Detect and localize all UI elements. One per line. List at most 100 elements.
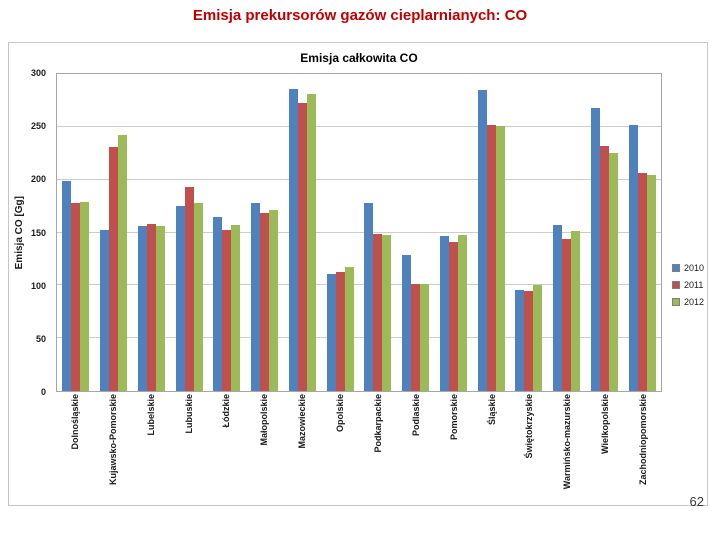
bar-2011 [260,213,270,391]
x-axis-label: Warmińsko-mazurskie [562,394,573,490]
bar-2011 [71,202,81,391]
legend-item-2011: 2011 [672,280,704,290]
y-tick-label: 100 [30,280,46,291]
x-label-column: Śląskie [473,394,511,504]
y-tick-label: 150 [30,227,46,238]
legend: 2010 2011 2012 [672,263,704,307]
bar-2010 [515,289,525,391]
legend-swatch-icon [672,264,680,272]
bar-2011 [184,187,194,391]
plot-area [56,73,662,392]
y-tick-label: 200 [30,174,46,185]
gridline [57,178,661,180]
x-label-column: Dolnośląskie [56,394,94,504]
x-axis-label: Opolskie [335,394,346,433]
bar-2012 [495,125,505,391]
bar-group [510,74,548,391]
x-label-column: Łódzkie [208,394,246,504]
bar-2012 [80,201,90,391]
bar-2012 [231,225,241,391]
x-axis-label: Podkarpackie [372,394,383,453]
gridline [57,337,661,339]
legend-label: 2010 [684,263,705,273]
bar-group [586,74,624,391]
gridline [57,231,661,233]
x-axis-label: Podlaskie [410,394,421,437]
x-axis-label: Zachodniopomorskie [638,394,649,486]
bar-group [321,74,359,391]
bar-2010 [288,88,298,391]
x-label-column: Opolskie [321,394,359,504]
bar-group [284,74,322,391]
legend-label: 2012 [684,297,705,307]
bar-2011 [486,124,496,391]
bar-group [623,74,661,391]
bar-group [133,74,171,391]
bar-groups [57,74,661,391]
x-axis-label: Świętokrzyskie [524,394,535,459]
bar-2010 [477,89,487,391]
bar-2011 [222,230,232,391]
x-label-column: Podlaskie [397,394,435,504]
x-label-column: Świętokrzyskie [511,394,549,504]
x-axis-label: Mazowieckie [297,394,308,449]
bar-2010 [62,180,72,391]
bar-2011 [448,242,458,391]
bar-2011 [146,224,156,391]
bar-group [57,74,95,391]
legend-item-2010: 2010 [672,263,704,273]
y-tick-label: 250 [30,121,46,132]
legend-item-2012: 2012 [672,297,704,307]
bar-2010 [628,124,638,391]
x-axis-label: Wielkopolskie [600,394,611,454]
y-axis-ticks: 0 50 100 150 200 250 300 [9,68,51,397]
bar-2011 [562,238,572,391]
x-axis-label: Dolnośląskie [69,394,80,450]
page-title: Emisja prekursorów gazów cieplarnianych:… [192,7,528,24]
bar-2010 [213,216,223,391]
bar-2012 [533,285,543,391]
bar-group [208,74,246,391]
x-label-column: Wielkopolskie [586,394,624,504]
bar-2011 [373,233,383,391]
bar-2012 [571,231,581,391]
legend-swatch-icon [672,298,680,306]
bar-2012 [118,135,128,391]
chart-container: Emisja całkowita CO Emisja CO [Gg] 0 50 10… [8,42,708,506]
bar-2010 [251,202,261,391]
bar-2012 [155,226,165,391]
bar-group [548,74,586,391]
bar-2012 [457,234,467,391]
x-label-column: Małopolskie [245,394,283,504]
x-label-column: Lubuskie [170,394,208,504]
bar-2010 [553,225,563,391]
bar-2012 [420,284,430,391]
page-number: 62 [689,494,704,509]
bar-2011 [109,146,119,391]
bar-2010 [364,202,374,391]
bar-2011 [411,284,421,391]
y-tick-label: 0 [40,387,46,397]
chart-title: Emisja całkowita CO [300,51,418,65]
y-tick-label: 50 [35,333,46,344]
bar-group [472,74,510,391]
bar-group [397,74,435,391]
x-label-column: Warmińsko-mazurskie [548,394,586,504]
bar-group [246,74,284,391]
bar-2010 [402,254,412,391]
x-axis-label: Łódzkie [221,394,232,428]
bar-2012 [269,210,279,391]
x-label-column: Podkarpackie [359,394,397,504]
x-axis-labels: Dolnośląskie Kujawsko-Pomorskie Lubelskie L… [56,394,662,504]
bar-group [359,74,397,391]
bar-2010 [175,206,185,391]
bar-2012 [344,267,354,391]
legend-swatch-icon [672,281,680,289]
x-label-column: Pomorskie [435,394,473,504]
x-axis-label: Małopolskie [259,394,270,446]
x-label-column: Mazowieckie [283,394,321,504]
bar-2011 [637,173,647,391]
gridline [57,284,661,286]
x-axis-label: Śląskie [486,394,497,426]
